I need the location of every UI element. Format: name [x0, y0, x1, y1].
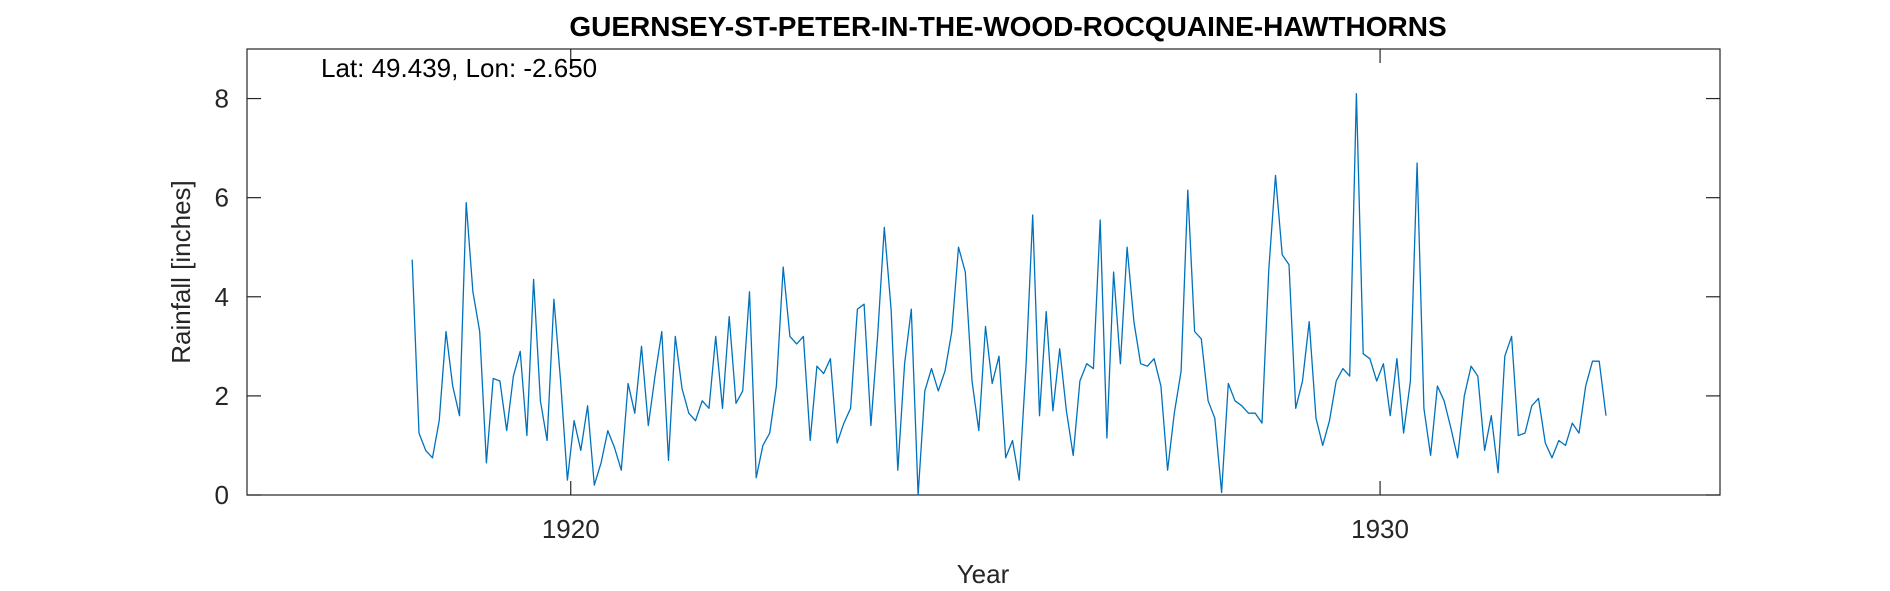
x-tick-label: 1930	[1351, 514, 1409, 544]
y-tick-label: 8	[215, 84, 229, 114]
x-tick-labels: 1920 1930	[542, 514, 1409, 544]
y-tick-labels: 0 2 4 6 8	[215, 84, 229, 510]
series-layer	[411, 92, 1607, 496]
chart-title: GUERNSEY-ST-PETER-IN-THE-WOOD-ROCQUAINE-…	[569, 11, 1446, 42]
x-axis-label: Year	[957, 559, 1010, 589]
plot-frame	[246, 48, 1721, 496]
y-axis-label: Rainfall [inches]	[166, 180, 196, 364]
x-tick-label: 1920	[542, 514, 600, 544]
rainfall-series-line	[411, 92, 1607, 496]
y-tick-label: 4	[215, 282, 229, 312]
axis-ticks	[247, 49, 1720, 496]
y-tick-label: 2	[215, 381, 229, 411]
station-coordinates: Lat: 49.439, Lon: -2.650	[321, 53, 597, 83]
y-tick-label: 6	[215, 183, 229, 213]
plot-area: 0 2 4 6 8 1920 1930	[215, 48, 1721, 544]
y-tick-label: 0	[215, 480, 229, 510]
